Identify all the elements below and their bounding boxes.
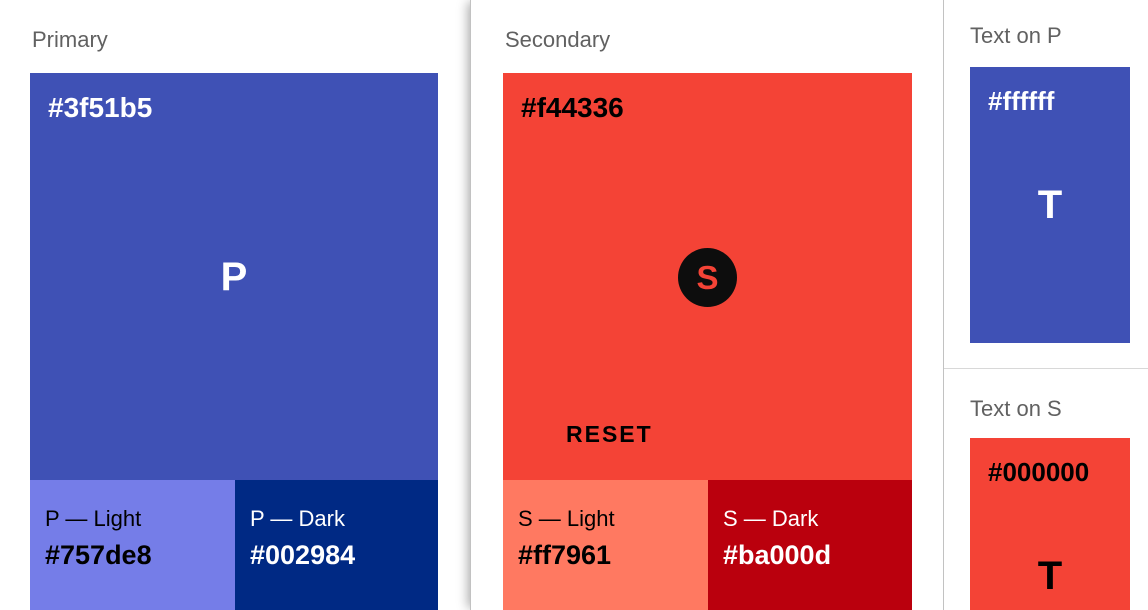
horizontal-divider xyxy=(944,368,1148,369)
text-on-primary-swatch: #ffffff T xyxy=(970,67,1130,343)
primary-hex-value: #3f51b5 xyxy=(48,92,153,123)
primary-variants-row: P — Light #757de8 P — Dark #002984 xyxy=(30,480,438,610)
secondary-main-swatch: #f44336 S RESET xyxy=(503,73,912,480)
text-on-secondary-swatch: #000000 T xyxy=(970,438,1130,610)
secondary-card: Secondary #f44336 S RESET S — Light #ff7… xyxy=(470,0,944,610)
primary-light-swatch: P — Light #757de8 xyxy=(30,480,235,610)
secondary-light-swatch: S — Light #ff7961 xyxy=(503,480,708,610)
secondary-section-title: Secondary xyxy=(505,27,611,52)
secondary-letter: S xyxy=(696,258,719,296)
primary-dark-hex: #002984 xyxy=(250,539,356,570)
text-on-primary-hex: #ffffff xyxy=(988,86,1055,116)
primary-section: Primary #3f51b5 P P — Light #757de8 P — … xyxy=(0,0,470,610)
secondary-variants-row: S — Light #ff7961 S — Dark #ba000d xyxy=(503,480,912,610)
reset-button[interactable]: RESET xyxy=(549,413,670,456)
secondary-hex-value: #f44336 xyxy=(521,92,624,123)
text-on-primary-letter: T xyxy=(1037,183,1063,227)
secondary-dark-hex: #ba000d xyxy=(723,539,832,570)
text-on-secondary-letter: T xyxy=(1037,554,1063,598)
secondary-light-hex: #ff7961 xyxy=(518,539,612,570)
primary-dark-label: P — Dark xyxy=(250,506,345,531)
primary-section-title: Primary xyxy=(32,27,108,52)
primary-light-hex: #757de8 xyxy=(45,539,152,570)
secondary-fab-button[interactable]: S xyxy=(678,248,737,307)
text-on-secondary-hex: #000000 xyxy=(988,457,1090,487)
text-on-primary-title: Text on P xyxy=(970,23,1062,48)
primary-letter: P xyxy=(220,254,248,299)
text-on-secondary-title: Text on S xyxy=(970,396,1062,421)
primary-light-label: P — Light xyxy=(45,506,142,531)
secondary-dark-label: S — Dark xyxy=(723,506,819,531)
secondary-dark-swatch: S — Dark #ba000d xyxy=(708,480,912,610)
secondary-light-label: S — Light xyxy=(518,506,615,531)
primary-dark-swatch: P — Dark #002984 xyxy=(235,480,438,610)
text-colors-column: Text on P #ffffff T Text on S #000000 T xyxy=(944,0,1148,610)
primary-main-swatch: #3f51b5 P xyxy=(30,73,438,480)
